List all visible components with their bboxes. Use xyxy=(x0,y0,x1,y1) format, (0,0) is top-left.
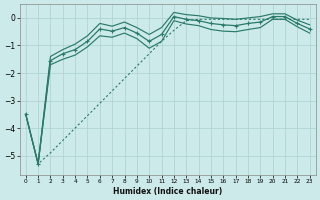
X-axis label: Humidex (Indice chaleur): Humidex (Indice chaleur) xyxy=(113,187,222,196)
